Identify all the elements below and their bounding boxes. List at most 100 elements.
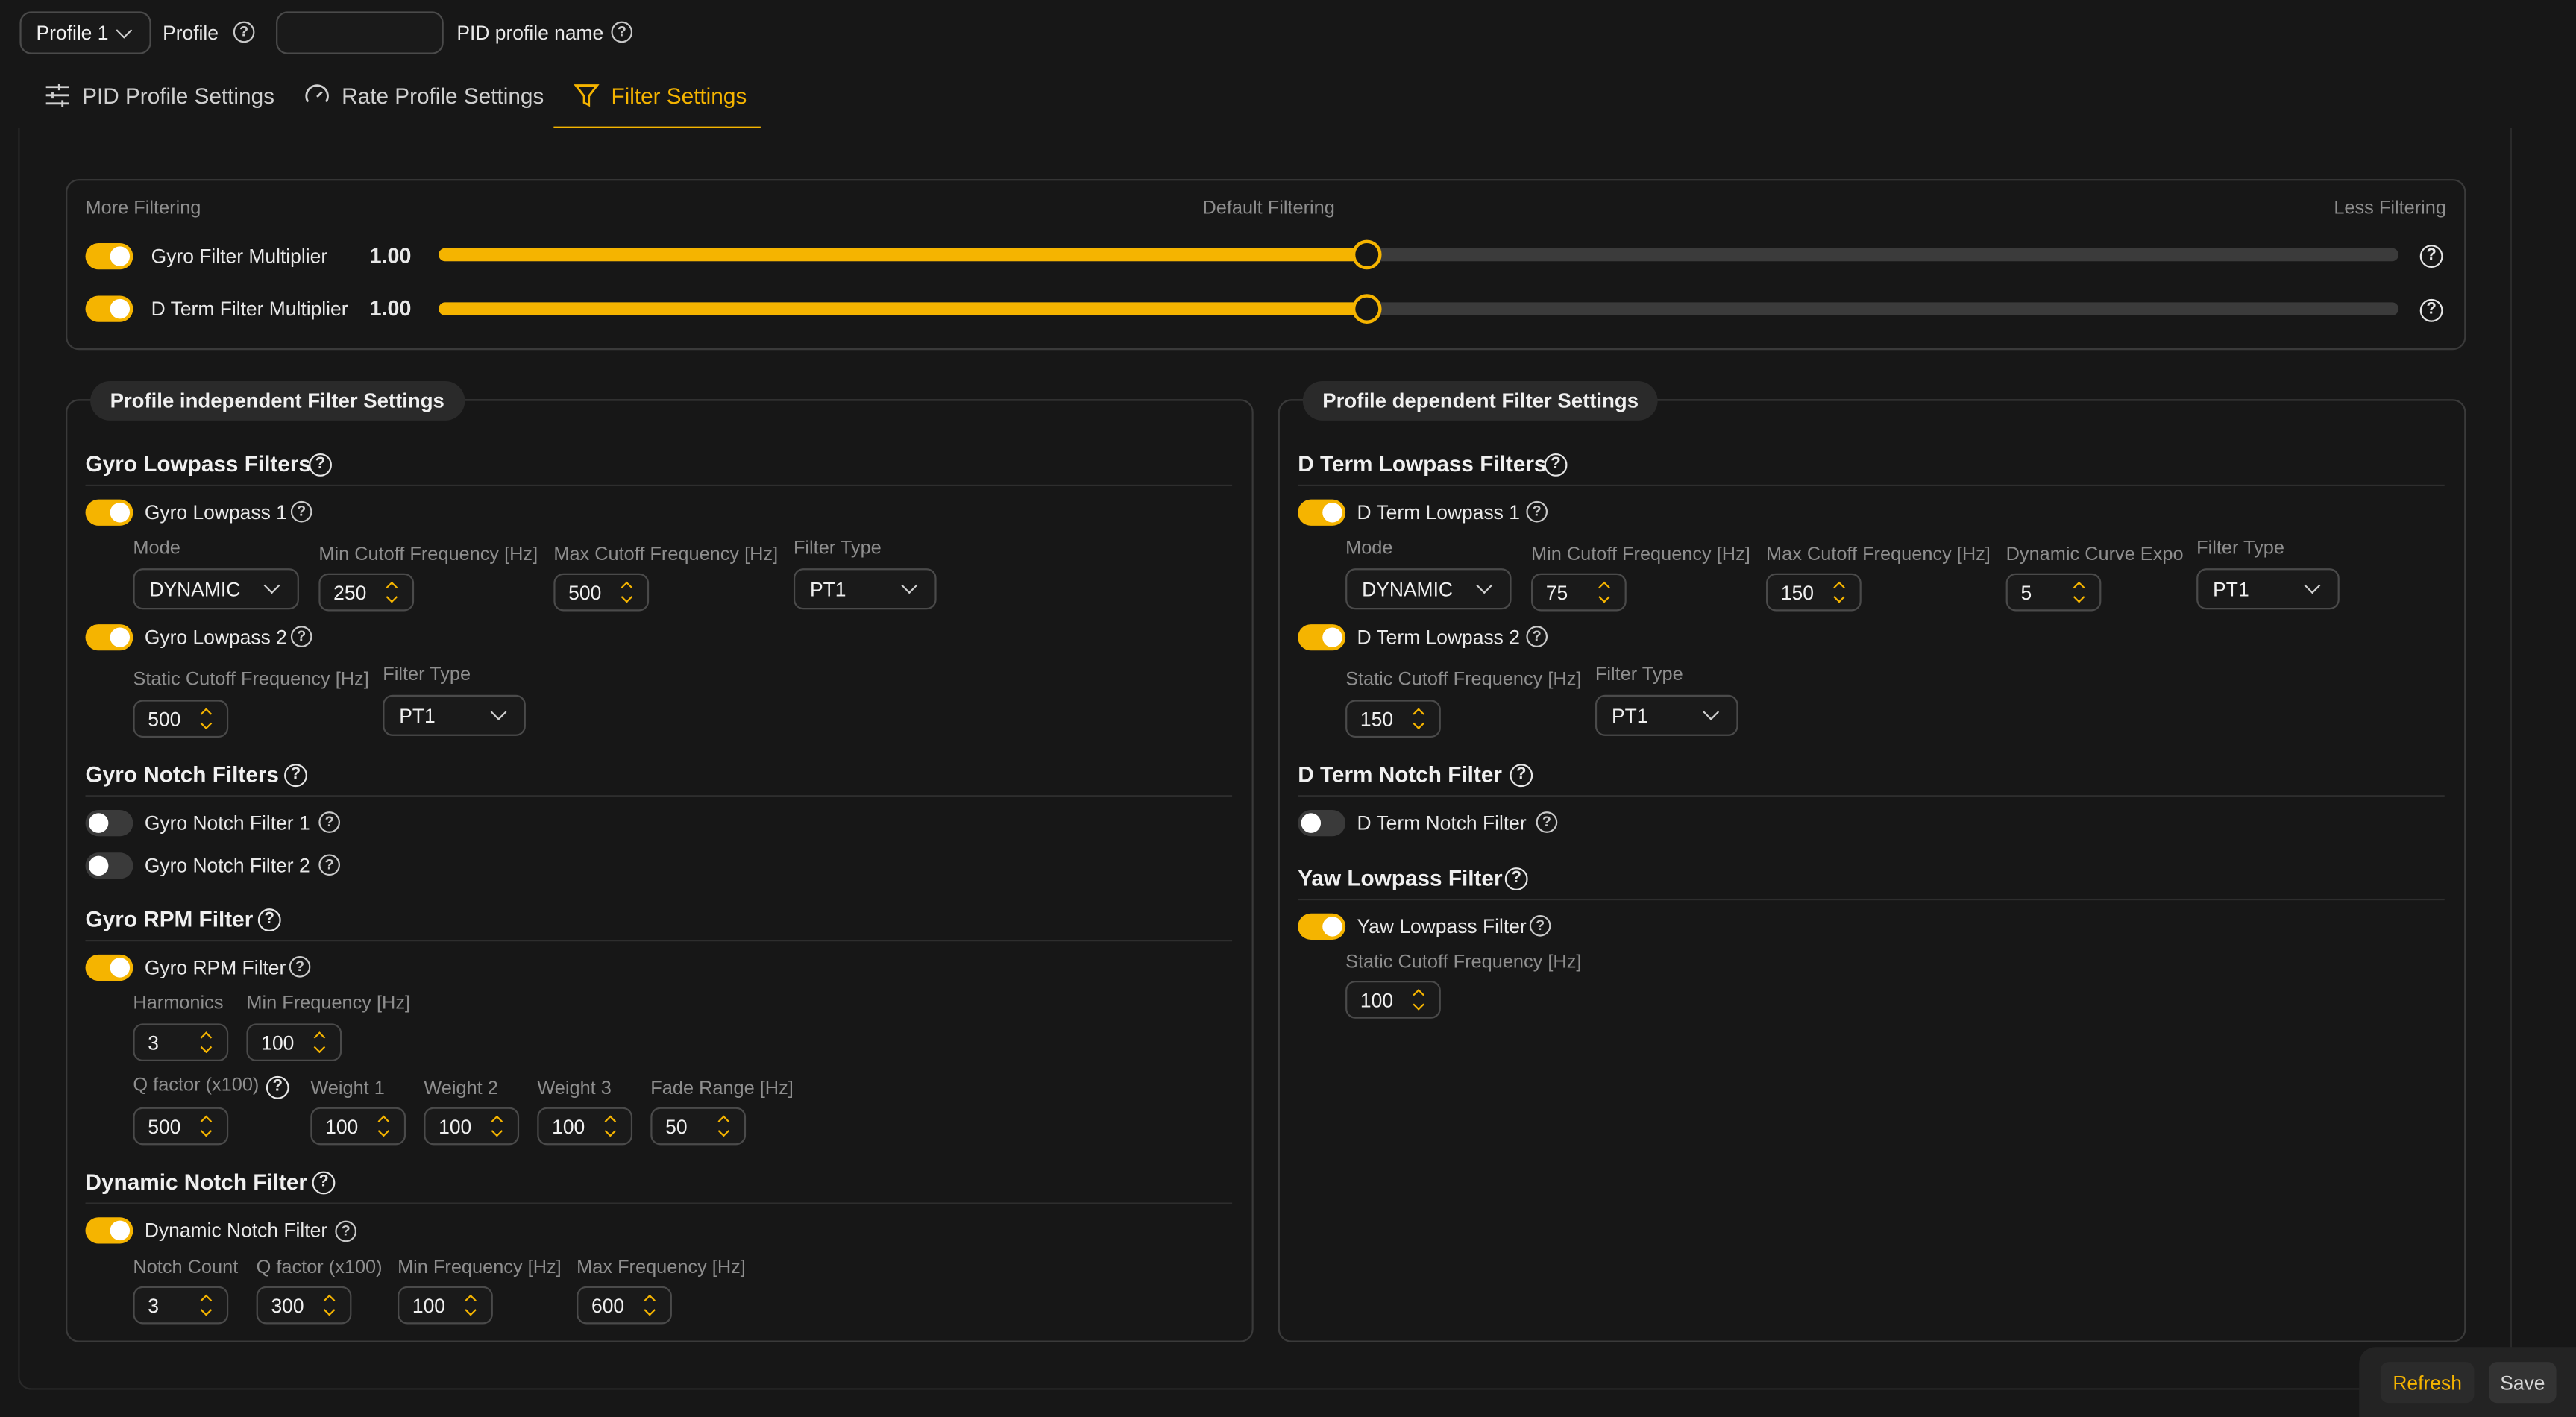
- gyro-multiplier-toggle[interactable]: [85, 243, 133, 270]
- stepper-icon[interactable]: [1413, 705, 1426, 732]
- stepper-icon[interactable]: [621, 578, 635, 606]
- gyro-lowpass2-static-input[interactable]: 500: [133, 700, 229, 738]
- gyro-multiplier-slider[interactable]: [439, 239, 2399, 270]
- help-icon[interactable]: ?: [1536, 811, 1558, 833]
- gyro-lowpass2-type-select[interactable]: PT1: [383, 694, 526, 736]
- stepper-icon[interactable]: [1598, 578, 1612, 606]
- help-icon[interactable]: ?: [290, 500, 312, 523]
- yaw-lowpass-label: Yaw Lowpass Filter: [1357, 914, 1527, 938]
- stepper-icon[interactable]: [605, 1112, 618, 1140]
- dynamic-notch-toggle[interactable]: [85, 1217, 133, 1244]
- stepper-icon[interactable]: [1833, 578, 1847, 606]
- rpm-weight3-input[interactable]: 100: [537, 1107, 633, 1146]
- gyro-lowpass1-toggle[interactable]: [85, 499, 133, 526]
- input-value: 75: [1545, 581, 1568, 605]
- yaw-lowpass-toggle[interactable]: [1298, 913, 1346, 940]
- gyro-lowpass1-mode-select[interactable]: DYNAMIC: [133, 568, 299, 610]
- help-icon[interactable]: ?: [2419, 298, 2443, 322]
- help-icon[interactable]: ?: [318, 811, 340, 833]
- dterm-multiplier-toggle[interactable]: [85, 295, 133, 322]
- help-icon[interactable]: ?: [1526, 626, 1548, 647]
- refresh-button[interactable]: Refresh: [2380, 1362, 2475, 1404]
- gyro-lowpass1-max-input[interactable]: 500: [553, 573, 650, 612]
- rpm-weight2-input[interactable]: 100: [424, 1107, 520, 1146]
- stepper-icon[interactable]: [718, 1112, 732, 1140]
- notch-max-frequency-input[interactable]: 600: [577, 1286, 672, 1325]
- help-icon[interactable]: ?: [289, 956, 311, 978]
- dterm-lowpass1-type-select[interactable]: PT1: [2196, 568, 2340, 610]
- field-label: Static Cutoff Frequency [Hz]: [133, 670, 369, 691]
- help-icon[interactable]: ?: [1504, 867, 1528, 890]
- help-icon[interactable]: ?: [318, 854, 340, 876]
- stepper-icon[interactable]: [201, 705, 214, 732]
- help-icon[interactable]: ?: [290, 626, 312, 647]
- help-icon[interactable]: ?: [1526, 500, 1548, 523]
- stepper-icon[interactable]: [644, 1291, 657, 1319]
- gyro-lowpass2-toggle[interactable]: [85, 624, 133, 651]
- input-value: 150: [1780, 581, 1814, 605]
- yaw-static-cutoff-input[interactable]: 100: [1345, 981, 1441, 1019]
- help-icon[interactable]: ?: [312, 1171, 336, 1195]
- stepper-icon[interactable]: [314, 1028, 327, 1056]
- rpm-q-factor-input[interactable]: 500: [133, 1107, 229, 1146]
- stepper-icon[interactable]: [324, 1291, 337, 1319]
- stepper-icon[interactable]: [201, 1112, 214, 1140]
- notch-min-frequency-input[interactable]: 100: [398, 1286, 493, 1325]
- help-icon[interactable]: ?: [309, 453, 332, 477]
- help-icon[interactable]: ?: [284, 764, 307, 788]
- rpm-harmonics-input[interactable]: 3: [133, 1023, 229, 1062]
- help-icon[interactable]: ?: [611, 21, 633, 43]
- stepper-icon[interactable]: [201, 1291, 214, 1319]
- tab-filter-settings[interactable]: Filter Settings: [553, 72, 761, 128]
- help-icon[interactable]: ?: [266, 1075, 289, 1099]
- field-label: Harmonics: [133, 993, 224, 1014]
- gyro-notch2-toggle[interactable]: [85, 852, 133, 879]
- rpm-fade-range-input[interactable]: 50: [650, 1107, 747, 1146]
- stepper-icon[interactable]: [2073, 578, 2087, 606]
- help-icon[interactable]: ?: [2419, 245, 2443, 268]
- profile-name-input[interactable]: [276, 11, 444, 54]
- slider-handle[interactable]: [1352, 294, 1383, 324]
- help-icon[interactable]: ?: [233, 21, 255, 43]
- tab-pid-profile[interactable]: PID Profile Settings: [44, 79, 274, 119]
- dterm-lowpass1-mode-select[interactable]: DYNAMIC: [1345, 568, 1512, 610]
- notch-q-factor-input[interactable]: 300: [256, 1286, 352, 1325]
- gyro-lowpass1-type-select[interactable]: PT1: [793, 568, 937, 610]
- dterm-lowpass1-max-input[interactable]: 150: [1766, 573, 1862, 612]
- stepper-icon[interactable]: [1413, 986, 1426, 1014]
- profile-select[interactable]: Profile 1: [19, 11, 151, 54]
- field-label: Min Frequency [Hz]: [246, 993, 411, 1014]
- dterm-lowpass1-min-input[interactable]: 75: [1531, 573, 1627, 612]
- stepper-icon[interactable]: [465, 1291, 478, 1319]
- dterm-curve-expo-input[interactable]: 5: [2005, 573, 2102, 612]
- stepper-icon[interactable]: [386, 578, 400, 606]
- dterm-lowpass2-toggle[interactable]: [1298, 624, 1346, 651]
- rpm-weight1-input[interactable]: 100: [310, 1107, 406, 1146]
- help-icon[interactable]: ?: [335, 1220, 357, 1242]
- save-button[interactable]: Save: [2489, 1362, 2557, 1404]
- field-label: Mode: [133, 538, 180, 559]
- tab-rate-profile[interactable]: Rate Profile Settings: [304, 79, 550, 119]
- dterm-multiplier-slider[interactable]: [439, 294, 2399, 324]
- divider: [1298, 898, 2445, 901]
- rpm-min-frequency-input[interactable]: 100: [246, 1023, 342, 1062]
- stepper-icon[interactable]: [491, 1112, 505, 1140]
- gyro-lowpass1-min-input[interactable]: 250: [318, 573, 415, 612]
- slider-handle[interactable]: [1352, 239, 1383, 270]
- gyro-rpm-toggle[interactable]: [85, 954, 133, 981]
- help-icon[interactable]: ?: [1544, 453, 1568, 477]
- notch-count-input[interactable]: 3: [133, 1286, 229, 1325]
- profile-dependent-panel: [1278, 399, 2466, 1342]
- stepper-icon[interactable]: [201, 1028, 214, 1056]
- stepper-icon[interactable]: [378, 1112, 392, 1140]
- dterm-lowpass2-static-input[interactable]: 150: [1345, 700, 1441, 738]
- divider: [85, 795, 1233, 797]
- help-icon[interactable]: ?: [257, 908, 281, 931]
- chevron-down-icon: [1703, 704, 1720, 720]
- help-icon[interactable]: ?: [1529, 914, 1551, 937]
- dterm-lowpass1-toggle[interactable]: [1298, 499, 1346, 526]
- gyro-notch1-toggle[interactable]: [85, 809, 133, 837]
- dterm-notch-toggle[interactable]: [1298, 809, 1346, 837]
- help-icon[interactable]: ?: [1510, 764, 1533, 788]
- dterm-lowpass2-type-select[interactable]: PT1: [1595, 694, 1738, 736]
